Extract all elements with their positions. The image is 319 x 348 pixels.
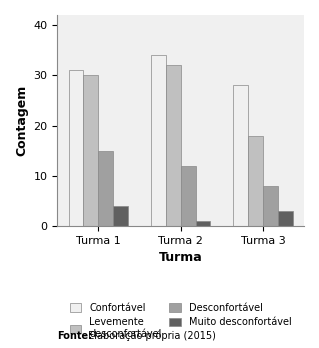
Text: Fonte:: Fonte: — [57, 331, 93, 341]
Bar — [263, 186, 278, 226]
Bar — [181, 166, 196, 226]
Y-axis label: Contagem: Contagem — [15, 85, 28, 156]
Bar — [248, 136, 263, 226]
Bar — [196, 221, 210, 226]
Bar — [69, 70, 84, 226]
Bar — [278, 211, 293, 226]
Legend: Confortável, Levemente
desconfortável, Desconfortável, Muito desconfortável: Confortável, Levemente desconfortável, D… — [66, 299, 295, 343]
X-axis label: Turma: Turma — [159, 252, 203, 264]
Bar — [166, 65, 181, 226]
Bar — [234, 85, 248, 226]
Bar — [84, 76, 98, 226]
Text: Elaboração própria (2015): Elaboração própria (2015) — [85, 331, 215, 341]
Bar — [98, 151, 113, 226]
Bar — [113, 206, 128, 226]
Bar — [151, 55, 166, 226]
